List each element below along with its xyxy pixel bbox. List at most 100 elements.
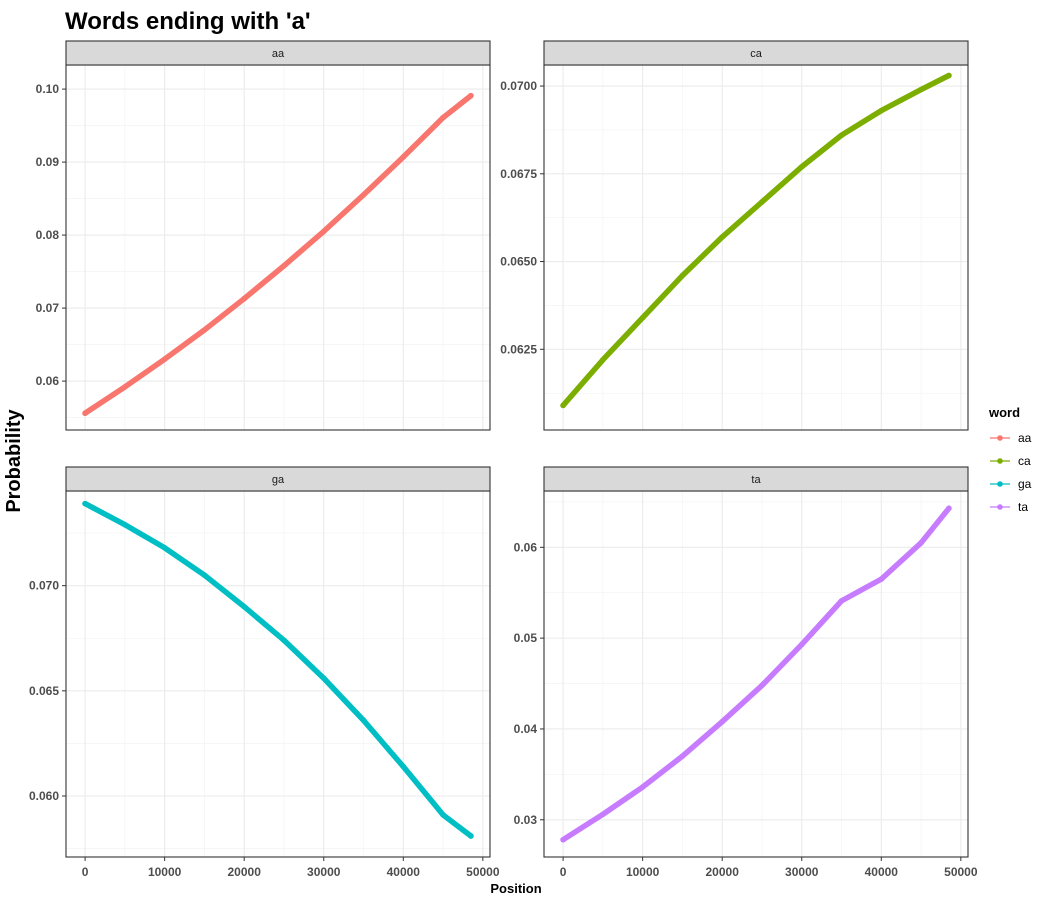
data-point-ga [320,675,327,682]
data-point-aa [161,356,168,362]
data-point-ca [560,402,566,409]
data-point-ta [946,505,952,512]
data-point-ca [946,72,952,79]
x-tick-label: 10000 [626,865,660,879]
y-tick-label: 0.0625 [500,342,537,356]
data-point-ca [918,86,924,93]
x-tick-label: 50000 [466,865,500,879]
chart-title: Words ending with 'a' [65,8,311,35]
facet-strip-label: ga [272,474,285,486]
legend: word aa ca ga ta [988,405,1032,514]
y-tick-label: 0.09 [36,155,60,169]
legend-label: ga [1018,477,1032,491]
x-axis-title: Position [490,881,541,896]
data-point-ca [798,163,805,170]
data-point-ca [838,132,845,138]
data-point-ta [838,598,845,604]
legend-key-point [997,504,1003,510]
data-point-ga [440,812,446,818]
x-tick-label: 0 [82,865,89,879]
data-point-ca [759,199,765,205]
data-point-ta [798,641,805,648]
data-point-aa [440,114,446,121]
data-point-ga [400,763,407,770]
facet-panel-ga: ga 0.060 0.065 0.070 0 10000 20000 30000 40000 50… [29,466,500,879]
panel-background [544,491,968,857]
x-tick-label: 20000 [228,865,262,879]
data-point-ca [639,314,646,321]
data-point-aa [360,192,367,198]
facet-strip-label: aa [272,48,285,60]
x-tick-label: 30000 [785,865,819,879]
panel-background [66,65,490,430]
data-point-aa [201,327,208,333]
x-tick-label: 50000 [944,865,978,879]
y-axis-title: Probability [3,408,25,512]
x-tick-label: 20000 [706,865,740,879]
data-point-ta [878,576,885,582]
legend-key-point [997,435,1003,441]
legend-key-point [997,458,1003,464]
data-point-ca [878,107,885,114]
facet-strip [65,466,491,492]
y-tick-label: 0.07 [36,301,60,315]
data-point-ta [759,682,765,689]
legend-entry-ga: ga [990,477,1032,491]
x-tick-label: 30000 [307,865,341,879]
y-tick-label: 0.06 [514,540,538,554]
panel-background [66,491,490,857]
y-tick-label: 0.070 [29,579,59,593]
data-point-ga [241,603,247,610]
data-point-aa [281,262,287,269]
data-point-ca [600,357,606,363]
x-tick-label: 0 [560,865,567,879]
y-tick-label: 0.06 [36,374,60,388]
y-tick-label: 0.0700 [500,79,537,93]
data-point-ca [679,272,686,279]
data-point-ga [122,521,128,528]
legend-label: aa [1018,431,1032,445]
data-point-aa [468,92,474,99]
data-point-ga [161,544,168,551]
data-point-aa [122,384,128,390]
y-tick-label: 0.05 [514,631,538,645]
facet-panels: aa0.060.070.080.090.10ca0.06250.06500.06… [29,40,978,879]
y-tick-label: 0.0650 [500,255,537,269]
data-point-ta [918,539,924,546]
facet-strip-label: ta [751,474,761,486]
facet-panel-ca: ca 0.0625 0.0650 0.0675 0.0700 [500,40,969,431]
legend-key-point [997,481,1003,487]
y-tick-label: 0.060 [29,789,59,803]
facet-panel-ta: ta 0.03 0.04 0.05 0.06 0 10000 20000 30000 40000 5… [514,466,978,879]
data-point-ga [468,833,474,839]
y-tick-label: 0.03 [514,813,538,827]
data-point-ca [719,234,725,240]
data-point-ta [639,784,646,790]
data-point-ga [360,717,367,724]
data-point-ta [560,836,566,843]
facet-strip [543,40,969,66]
data-point-ta [679,753,686,759]
panel-background [544,65,968,430]
x-tick-label: 40000 [865,865,899,879]
data-point-aa [320,228,327,235]
data-point-ga [281,637,287,644]
data-point-aa [241,295,247,302]
legend-title: word [988,405,1020,420]
y-tick-label: 0.04 [514,722,538,736]
data-point-ta [600,811,606,818]
data-point-aa [82,410,88,417]
y-tick-label: 0.08 [36,228,60,242]
y-tick-label: 0.0675 [500,167,537,181]
facet-strip-label: ca [750,48,763,60]
legend-entry-ca: ca [990,454,1031,468]
y-tick-label: 0.10 [36,82,60,96]
legend-entry-aa: aa [990,431,1032,445]
data-point-ga [82,500,88,507]
x-tick-label: 40000 [387,865,421,879]
y-tick-label: 0.065 [29,684,59,698]
legend-label: ca [1018,454,1031,468]
facet-strip [543,466,969,492]
x-tick-label: 10000 [148,865,182,879]
